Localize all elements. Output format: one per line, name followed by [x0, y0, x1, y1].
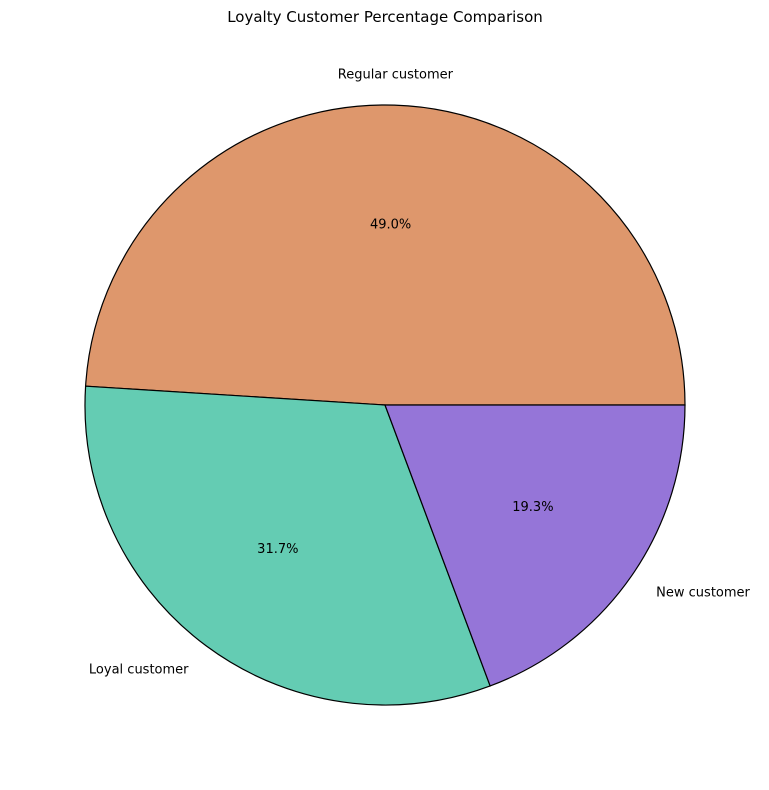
slice-percent-new-customer: 19.3% — [512, 500, 553, 515]
slice-percent-loyal-customer: 31.7% — [257, 542, 298, 557]
slice-label-regular-customer: Regular customer — [338, 68, 454, 83]
pie-slice-new-customer — [384, 404, 686, 687]
pie-slices — [84, 104, 686, 706]
pie-slice-regular-customer — [84, 104, 686, 406]
slice-label-loyal-customer: Loyal customer — [89, 663, 189, 678]
chart-title: Loyalty Customer Percentage Comparison — [227, 8, 543, 26]
slice-label-new-customer: New customer — [656, 586, 750, 601]
pie-labels: Regular customer 49.0% Loyal customer 31.7%… — [89, 68, 751, 678]
pie-slice-loyal-customer — [84, 385, 491, 706]
slice-percent-regular-customer: 49.0% — [370, 218, 411, 233]
